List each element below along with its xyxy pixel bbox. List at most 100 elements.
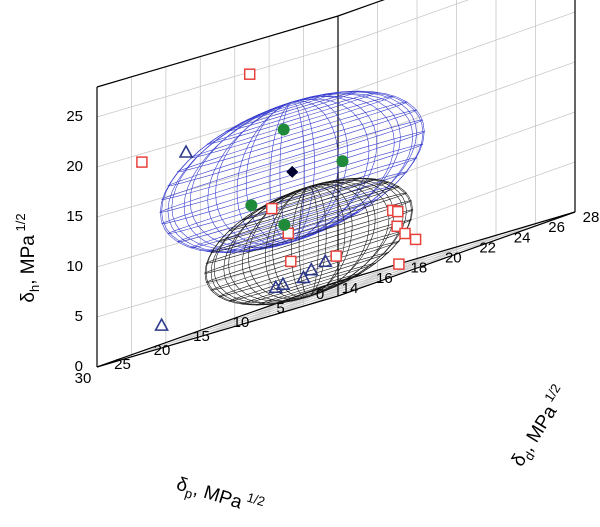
sphere-wire	[292, 93, 401, 243]
chart-grid	[96, 0, 576, 368]
marker-triangle	[275, 276, 291, 290]
frame-edge	[337, 0, 385, 17]
sphere-wire	[264, 186, 309, 300]
sphere-wire	[292, 101, 305, 243]
sphere-wire	[213, 186, 309, 304]
sphere-wire	[292, 93, 414, 243]
sphere-wire	[225, 90, 360, 132]
grid-line	[96, 45, 339, 118]
marker-square	[243, 68, 256, 80]
sphere-wire	[176, 101, 408, 173]
grid-line	[175, 267, 418, 340]
x-axis-label: δd, MPa 1/2	[504, 381, 576, 472]
marker-square	[392, 205, 404, 218]
grid-line	[294, 225, 536, 298]
sphere-wire	[189, 101, 293, 249]
sphere-wire	[248, 186, 309, 300]
marker-square	[393, 258, 405, 270]
x-tick-label: 18	[411, 260, 428, 277]
sphere-wire	[269, 101, 293, 243]
grid-line	[337, 111, 576, 197]
sphere-wire	[215, 101, 293, 246]
x-tick-label: 22	[479, 239, 496, 256]
z-tick-label: 5	[75, 308, 83, 325]
marker-circle	[336, 155, 349, 168]
sphere-wire	[298, 186, 309, 297]
sphere-wire	[206, 91, 378, 145]
data-markers	[136, 68, 422, 331]
sphere-wire	[245, 101, 293, 244]
x-tick-label: 28	[583, 209, 600, 226]
marker-square	[136, 156, 148, 168]
y-tick-label: 10	[233, 314, 250, 331]
frame-edge	[333, 211, 576, 284]
y-axis-label: δp, MPa 1/2	[173, 469, 267, 523]
marker-triangle	[317, 253, 333, 268]
grid-line	[96, 145, 339, 218]
z-tick-label: 10	[66, 258, 83, 275]
frame-edge	[337, 211, 576, 297]
y-tick-label: 15	[193, 328, 210, 345]
sphere-wire	[183, 101, 293, 251]
marker-circle	[278, 218, 291, 231]
marker-circle	[245, 199, 258, 212]
sphere-wire	[308, 184, 353, 297]
grid-line	[136, 281, 378, 354]
y-tick-label: 25	[114, 356, 131, 373]
sphere-wire	[205, 186, 309, 306]
marker-triangle	[296, 269, 311, 284]
y-tick-label: 5	[276, 300, 284, 317]
y-tick-label: 20	[154, 342, 171, 359]
sphere-wire	[171, 101, 293, 251]
marker-square	[391, 220, 403, 233]
z-tick-label: 25	[66, 108, 83, 125]
x-tick-label: 16	[376, 270, 393, 287]
sphere-wire	[308, 183, 370, 297]
sphere-wire	[272, 186, 309, 298]
solubility-spheres	[159, 90, 426, 306]
x-tick-label: 20	[445, 250, 462, 267]
marker-square	[285, 255, 297, 268]
sphere-wire	[308, 186, 319, 297]
marker-triangle	[154, 317, 169, 331]
x-tick-label: 26	[548, 219, 565, 236]
sphere-wire	[308, 181, 376, 297]
marker-diamond	[286, 165, 299, 178]
grid-line	[254, 239, 497, 312]
grid-line	[337, 0, 469, 47]
sphere-wire	[236, 101, 293, 245]
marker-triangle	[303, 261, 319, 276]
x-tick-label: 14	[342, 280, 359, 297]
sphere-wire	[292, 96, 378, 243]
frame-edge	[96, 15, 339, 88]
marker-square	[399, 227, 411, 240]
marker-circle	[277, 123, 290, 136]
z-axis-label: δh, MPa 1/2	[13, 213, 42, 302]
x-tick-label: 24	[514, 229, 531, 246]
frame-edge	[96, 295, 339, 368]
sphere-wire	[292, 100, 315, 243]
grid-line	[337, 61, 576, 147]
marker-triangle	[178, 144, 194, 158]
sphere-wire	[290, 186, 309, 298]
sphere-wire	[292, 91, 424, 243]
marker-square	[409, 233, 422, 246]
grid-line	[215, 253, 457, 326]
grid-line	[337, 11, 576, 97]
sphere-wire	[161, 101, 293, 253]
y-tick-label: 0	[316, 286, 324, 303]
sphere-wire	[308, 178, 412, 297]
z-tick-label: 0	[75, 358, 83, 375]
sphere-wire	[308, 181, 390, 297]
sphere-wire	[308, 185, 327, 297]
sphere-small	[204, 177, 414, 306]
grid-line	[96, 245, 339, 318]
marker-square	[330, 250, 342, 262]
z-tick-label: 15	[66, 208, 83, 225]
sphere-wire	[292, 98, 348, 243]
y-tick-label: 30	[75, 370, 92, 387]
marker-square	[266, 202, 278, 215]
sphere-wire	[292, 98, 370, 243]
